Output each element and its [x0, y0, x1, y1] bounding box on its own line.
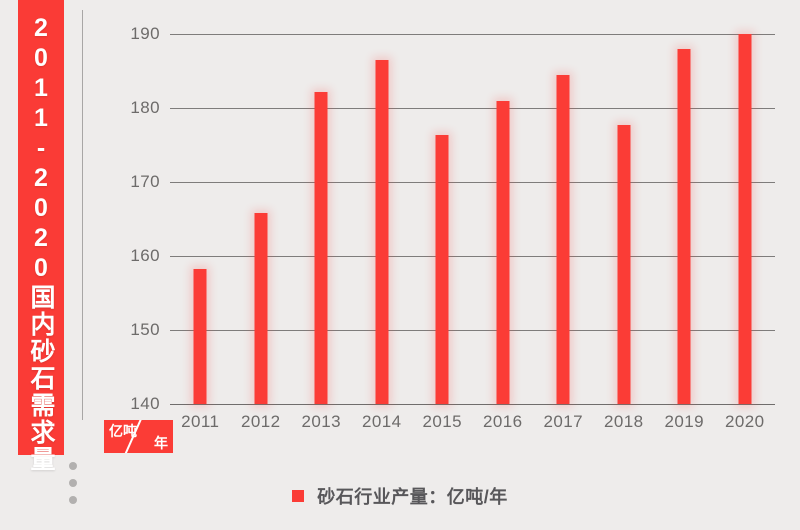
- dot-3: [69, 496, 77, 504]
- bar-2011[interactable]: [193, 269, 207, 404]
- x-tick-label-2014: 2014: [362, 412, 402, 431]
- x-tick-label-2019: 2019: [664, 412, 704, 431]
- bar-2019[interactable]: [677, 48, 691, 404]
- bar-2013[interactable]: [314, 91, 328, 404]
- dot-1: [69, 462, 77, 470]
- gridline-170: [170, 182, 775, 183]
- x-tick-label-2016: 2016: [483, 412, 523, 431]
- x-tick-label-2011: 2011: [181, 412, 220, 431]
- legend-item-label: 砂石行业产量：亿吨/年: [317, 487, 508, 507]
- y-tick-label-190: 190: [130, 24, 160, 43]
- x-tick-label-2017: 2017: [543, 412, 583, 431]
- x-tick-label-2020: 2020: [725, 412, 765, 431]
- bar-2017[interactable]: [556, 75, 570, 404]
- y-tick-label-160: 160: [130, 246, 160, 265]
- vertical-divider-rule: [82, 10, 83, 420]
- x-tick-label-2013: 2013: [301, 412, 341, 431]
- gridline-160: [170, 256, 775, 257]
- legend-square-icon: [292, 490, 305, 502]
- x-tick-label-2018: 2018: [604, 412, 644, 431]
- y-tick-label-170: 170: [130, 172, 160, 191]
- plot-area: [170, 34, 775, 405]
- vertical-title-banner: 2011-2020国内砂石需求量: [18, 0, 64, 473]
- gridline-190: [170, 34, 775, 35]
- bar-2012[interactable]: [254, 213, 268, 404]
- gridline-180: [170, 108, 775, 109]
- x-axis-line: [170, 404, 775, 405]
- banner-title-text: 2011-2020国内砂石需求量: [27, 14, 55, 473]
- bar-2014[interactable]: [375, 59, 389, 404]
- decorative-dots: [69, 462, 77, 504]
- unit-numerator: 亿吨: [109, 423, 137, 439]
- y-tick-label-140: 140: [130, 394, 160, 413]
- unit-badge: 亿吨 年: [104, 420, 173, 453]
- x-tick-label-2015: 2015: [422, 412, 462, 431]
- dot-2: [69, 479, 77, 487]
- y-tick-label-150: 150: [130, 320, 160, 339]
- unit-denominator: 年: [154, 435, 168, 451]
- y-tick-label-180: 180: [130, 98, 160, 117]
- chart-legend: 砂石行业产量：亿吨/年: [0, 483, 800, 509]
- x-tick-label-2012: 2012: [241, 412, 281, 431]
- bar-2018[interactable]: [617, 125, 631, 404]
- x-axis-labels: 2011 2012 2013 2014 2015 2016 2017 2018 2019 2020: [170, 412, 775, 446]
- gridline-150: [170, 330, 775, 331]
- bar-2016[interactable]: [496, 100, 510, 404]
- bar-2020[interactable]: [738, 34, 752, 404]
- bar-2015[interactable]: [435, 134, 449, 404]
- y-axis-labels: 140 150 160 170 180 190: [108, 24, 160, 413]
